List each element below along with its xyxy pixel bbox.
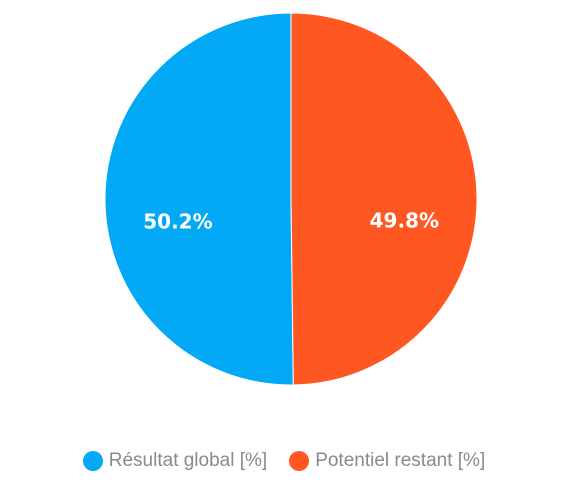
pie-slice-potentiel-restant[interactable]	[290, 12, 478, 386]
data-label-potentiel-restant: 49.8%	[370, 208, 439, 232]
data-label-resultat-global: 50.2%	[143, 210, 212, 234]
legend-label-resultat-global: Résultat global [%]	[108, 450, 268, 471]
legend-swatch-resultat-global	[82, 451, 103, 471]
legend-label-potentiel-restant: Potentiel restant [%]	[315, 450, 486, 471]
chart-legend: Résultat global [%] Potentiel restant [%…	[0, 450, 568, 472]
legend-swatch-potentiel-restant	[289, 451, 310, 471]
legend-item-potentiel-restant[interactable]: Potentiel restant [%]	[289, 450, 485, 472]
pie-plot-area: 50.2% 49.8%	[104, 12, 478, 386]
legend-item-resultat-global[interactable]: Résultat global [%]	[82, 450, 268, 472]
pie-slice-resultat-global[interactable]	[104, 12, 294, 386]
